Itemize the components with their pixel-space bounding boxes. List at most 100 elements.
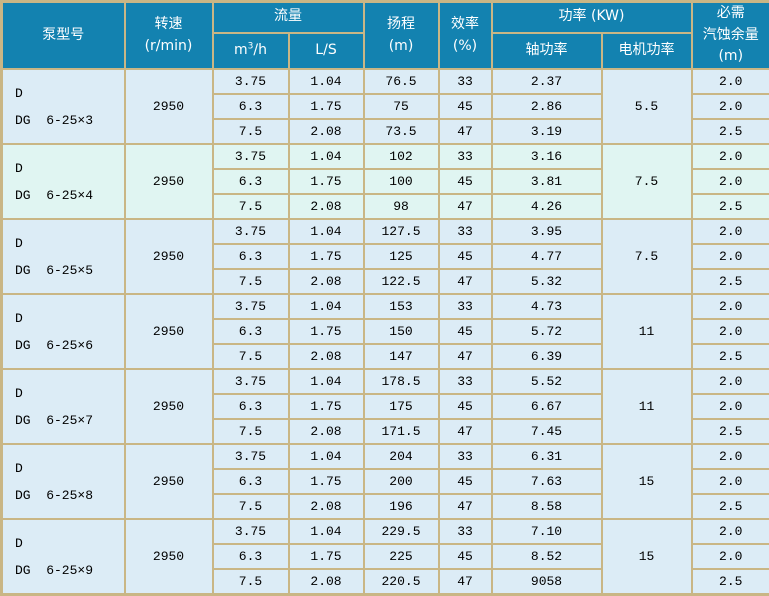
cell-head: 76.5 xyxy=(364,69,439,94)
cell-efficiency: 47 xyxy=(439,569,492,595)
cell-shaft-power: 6.67 xyxy=(492,394,602,419)
cell-flow-ls: 2.08 xyxy=(289,194,364,219)
header-npsh-line3: (m) xyxy=(693,46,769,68)
header-head: 扬程 (m) xyxy=(364,2,439,70)
header-shaft-power: 轴功率 xyxy=(492,33,602,69)
cell-shaft-power: 6.31 xyxy=(492,444,602,469)
cell-flow-m3h: 6.3 xyxy=(213,94,289,119)
header-flow-m3h-rest: /h xyxy=(253,42,267,58)
cell-flow-m3h: 7.5 xyxy=(213,419,289,444)
cell-efficiency: 45 xyxy=(439,319,492,344)
cell-flow-ls: 2.08 xyxy=(289,494,364,519)
cell-flow-ls: 1.75 xyxy=(289,394,364,419)
cell-head: 102 xyxy=(364,144,439,169)
cell-head: 153 xyxy=(364,294,439,319)
cell-flow-ls: 1.75 xyxy=(289,319,364,344)
cell-head: 220.5 xyxy=(364,569,439,595)
pump-model-line1: D xyxy=(15,380,124,407)
cell-shaft-power: 3.16 xyxy=(492,144,602,169)
cell-flow-m3h: 6.3 xyxy=(213,169,289,194)
cell-flow-m3h: 7.5 xyxy=(213,569,289,595)
header-power: 功率 (KW) xyxy=(492,2,692,33)
cell-efficiency: 45 xyxy=(439,94,492,119)
cell-head: 178.5 xyxy=(364,369,439,394)
cell-npsh: 2.0 xyxy=(692,294,769,319)
cell-npsh: 2.0 xyxy=(692,369,769,394)
cell-efficiency: 47 xyxy=(439,344,492,369)
cell-flow-m3h: 3.75 xyxy=(213,219,289,244)
cell-npsh: 2.0 xyxy=(692,219,769,244)
cell-motor-power: 7.5 xyxy=(602,144,692,219)
cell-flow-m3h: 3.75 xyxy=(213,144,289,169)
header-flow-m3h: m3/h xyxy=(213,33,289,69)
cell-head: 73.5 xyxy=(364,119,439,144)
cell-flow-m3h: 6.3 xyxy=(213,394,289,419)
cell-flow-ls: 1.04 xyxy=(289,144,364,169)
header-row-1: 泵型号 转速 (r/min) 流量 扬程 (m) 效率 (%) 功率 (KW) … xyxy=(2,2,769,33)
cell-head: 200 xyxy=(364,469,439,494)
header-head-line1: 扬程 xyxy=(365,14,438,36)
cell-npsh: 2.0 xyxy=(692,544,769,569)
cell-shaft-power: 4.77 xyxy=(492,244,602,269)
header-speed: 转速 (r/min) xyxy=(125,2,213,70)
cell-efficiency: 33 xyxy=(439,69,492,94)
header-efficiency-line2: (%) xyxy=(440,36,491,58)
cell-motor-power: 11 xyxy=(602,294,692,369)
cell-motor-power: 7.5 xyxy=(602,219,692,294)
cell-efficiency: 47 xyxy=(439,494,492,519)
pump-model-line2: DG 6-25×3 xyxy=(15,107,124,134)
cell-head: 204 xyxy=(364,444,439,469)
cell-flow-ls: 2.08 xyxy=(289,419,364,444)
cell-flow-m3h: 6.3 xyxy=(213,544,289,569)
pump-model-line1: D xyxy=(15,230,124,257)
cell-npsh: 2.5 xyxy=(692,119,769,144)
cell-efficiency: 47 xyxy=(439,119,492,144)
cell-flow-ls: 2.08 xyxy=(289,569,364,595)
cell-npsh: 2.0 xyxy=(692,469,769,494)
cell-npsh: 2.0 xyxy=(692,94,769,119)
cell-motor-power: 15 xyxy=(602,519,692,595)
cell-flow-m3h: 6.3 xyxy=(213,319,289,344)
pump-model-line1: D xyxy=(15,530,124,557)
cell-npsh: 2.0 xyxy=(692,444,769,469)
cell-shaft-power: 2.37 xyxy=(492,69,602,94)
cell-shaft-power: 6.39 xyxy=(492,344,602,369)
cell-flow-ls: 1.75 xyxy=(289,244,364,269)
header-motor-power: 电机功率 xyxy=(602,33,692,69)
cell-efficiency: 33 xyxy=(439,144,492,169)
cell-npsh: 2.0 xyxy=(692,519,769,544)
header-head-line2: (m) xyxy=(365,36,438,58)
pump-model-line1: D xyxy=(15,80,124,107)
cell-flow-m3h: 7.5 xyxy=(213,494,289,519)
table-header: 泵型号 转速 (r/min) 流量 扬程 (m) 效率 (%) 功率 (KW) … xyxy=(2,2,769,70)
cell-npsh: 2.0 xyxy=(692,319,769,344)
cell-shaft-power: 3.81 xyxy=(492,169,602,194)
cell-npsh: 2.5 xyxy=(692,569,769,595)
pump-model-line2: DG 6-25×7 xyxy=(15,407,124,434)
cell-npsh: 2.5 xyxy=(692,194,769,219)
cell-flow-m3h: 3.75 xyxy=(213,69,289,94)
cell-head: 147 xyxy=(364,344,439,369)
cell-npsh: 2.5 xyxy=(692,419,769,444)
cell-flow-m3h: 3.75 xyxy=(213,444,289,469)
cell-head: 100 xyxy=(364,169,439,194)
cell-efficiency: 33 xyxy=(439,519,492,544)
cell-speed: 2950 xyxy=(125,294,213,369)
cell-flow-m3h: 3.75 xyxy=(213,519,289,544)
cell-efficiency: 45 xyxy=(439,394,492,419)
cell-motor-power: 15 xyxy=(602,444,692,519)
header-pump-model: 泵型号 xyxy=(2,2,125,70)
header-speed-line1: 转速 xyxy=(126,14,212,36)
cell-head: 127.5 xyxy=(364,219,439,244)
cell-shaft-power: 7.63 xyxy=(492,469,602,494)
cell-shaft-power: 3.19 xyxy=(492,119,602,144)
